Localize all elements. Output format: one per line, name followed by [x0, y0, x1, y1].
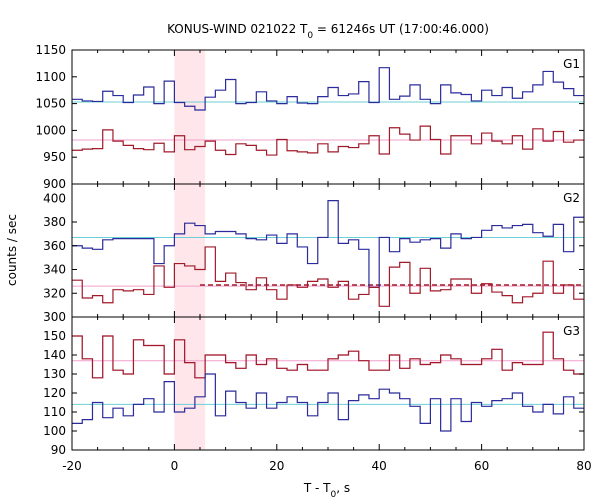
y-tick-label: 150	[43, 329, 66, 343]
histogram-series-pink	[72, 331, 584, 379]
panel-label: G3	[563, 324, 580, 338]
y-tick-label: 400	[43, 191, 66, 205]
y-tick-label: 340	[43, 263, 66, 277]
x-tick-label: -20	[62, 459, 82, 473]
y-tick-label: 100	[43, 424, 66, 438]
y-tick-label: 950	[43, 150, 66, 164]
x-axis-label: T - T0, s	[303, 481, 350, 500]
histogram-series-red	[72, 331, 584, 379]
y-tick-label: 90	[51, 443, 66, 457]
panel-g1: 900 950 1000 1050 1100 1150 G1	[35, 43, 585, 191]
y-tick-label: 140	[43, 348, 66, 362]
panel-frame	[71, 316, 585, 451]
y-tick-label: 1000	[35, 123, 66, 137]
y-tick-label: 300	[43, 310, 66, 324]
x-tick-label: 0	[171, 459, 179, 473]
y-tick-label: 360	[43, 239, 66, 253]
histogram-series-blue	[72, 373, 584, 432]
histogram-series-red	[72, 125, 584, 156]
burst-interval-shade	[174, 184, 206, 317]
x-tick-label: 40	[372, 459, 387, 473]
y-tick-label: 130	[43, 367, 66, 381]
x-tick-label: 80	[576, 459, 591, 473]
panels-group: 9009501000105011001150G13003203403603804…	[35, 43, 591, 473]
y-tick-label: 110	[43, 405, 66, 419]
panel-label: G1	[563, 57, 580, 71]
burst-interval-shade	[174, 317, 206, 450]
y-tick-label: 1100	[35, 70, 66, 84]
histogram-series-blue	[72, 200, 584, 288]
y-tick-label: 900	[43, 177, 66, 191]
y-tick-label: 380	[43, 215, 66, 229]
x-tick-label: 20	[269, 459, 284, 473]
y-axis-label: counts / sec	[5, 214, 19, 286]
y-tick-label: 120	[43, 386, 66, 400]
y-tick-label: 320	[43, 286, 66, 300]
panel-frame	[71, 49, 585, 185]
chart-title: KONUS-WIND 021022 T0 = 61246s UT (17:00:…	[167, 22, 489, 41]
burst-interval-shade	[174, 50, 206, 184]
y-tick-label: 1150	[35, 43, 66, 57]
panel-g2: 300 320 340 360 380 400 G2	[43, 183, 585, 324]
y-tick-label: 1050	[35, 97, 66, 111]
histogram-series-red	[72, 246, 584, 307]
histogram-series-blue	[72, 67, 584, 111]
panel-g3: 90 100 110 120 130 140 150 G3	[43, 316, 585, 457]
panel-label: G2	[563, 191, 580, 205]
x-tick-label: 60	[474, 459, 489, 473]
